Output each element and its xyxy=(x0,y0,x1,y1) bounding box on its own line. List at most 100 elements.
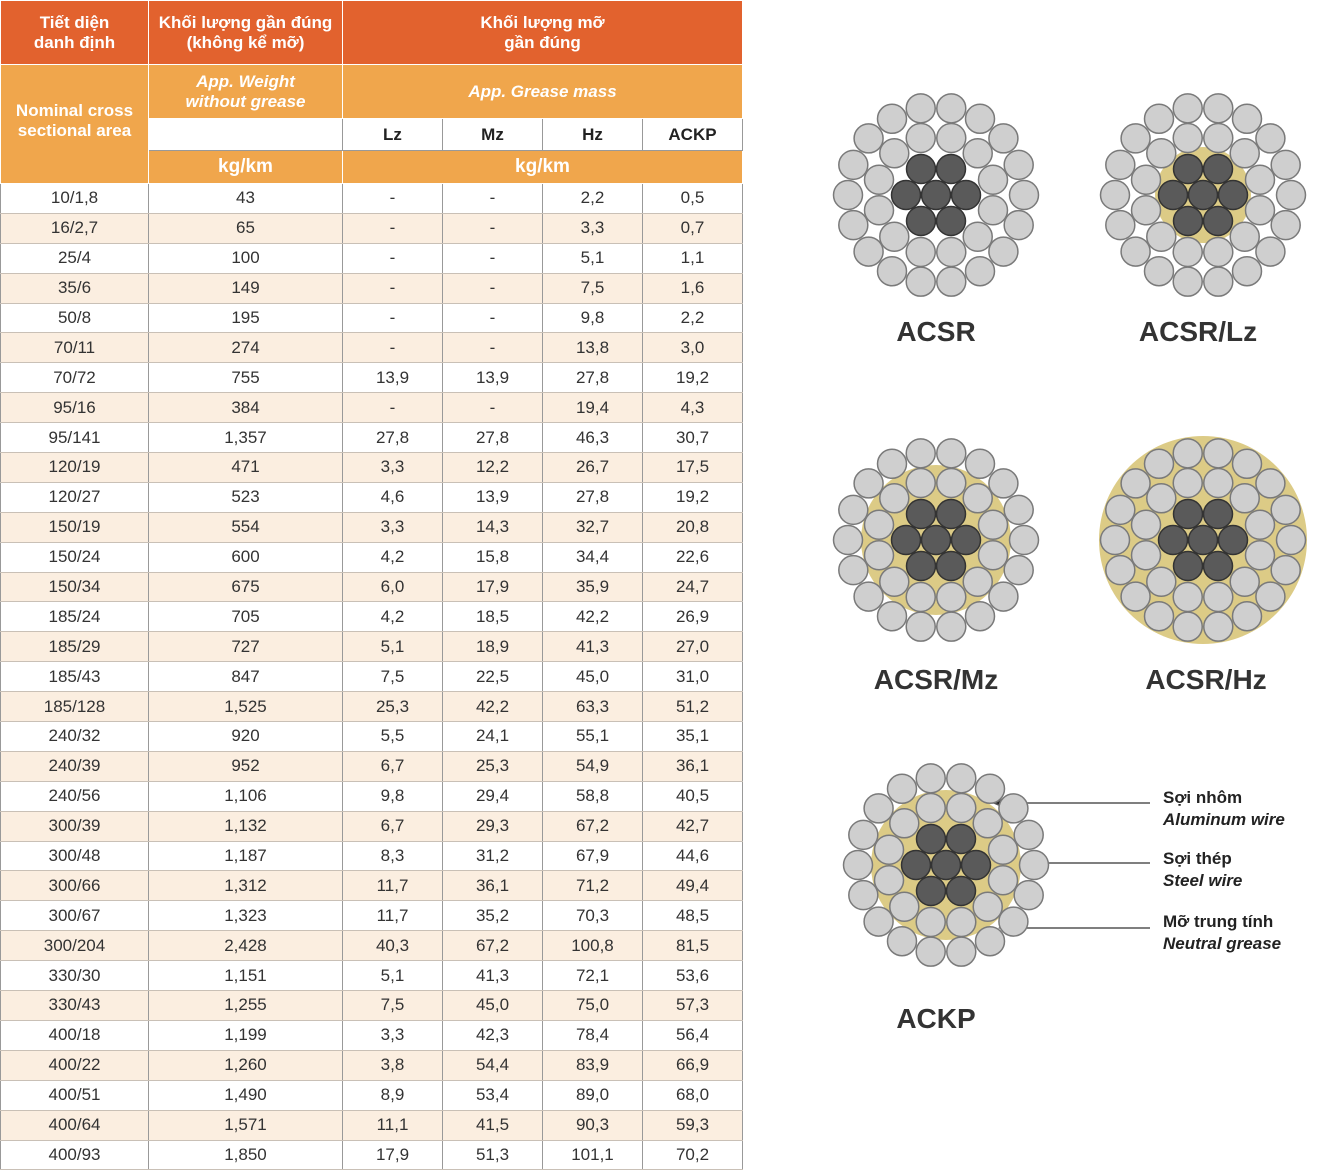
header-text: sectional area xyxy=(17,121,132,140)
aluminum-wire xyxy=(879,138,910,169)
header-text: Khối lượng gần đúng xyxy=(158,12,333,32)
table-cell: 70,3 xyxy=(542,900,643,932)
aluminum-wire xyxy=(936,266,967,297)
steel-wire xyxy=(960,849,992,881)
table-cell: 27,0 xyxy=(642,631,743,663)
aluminum-wire xyxy=(863,164,895,195)
table-cell: 2,2 xyxy=(642,302,743,334)
header-text: Nominal cross xyxy=(15,101,134,120)
table-cell: 1,490 xyxy=(148,1079,343,1111)
table-cell: 240/32 xyxy=(0,721,149,752)
table-cell: 6,7 xyxy=(342,810,443,842)
table-cell: 920 xyxy=(148,721,343,752)
aluminum-wire xyxy=(863,793,894,824)
table-row: 50/8 195- -9,8 2,2 xyxy=(0,302,743,334)
aluminum-wire xyxy=(1231,600,1263,632)
aluminum-wire xyxy=(988,468,1019,499)
table-cell: 35,9 xyxy=(542,571,643,603)
table-row: 185/24 705 4,2 18,5 42,2 26,9 xyxy=(0,601,743,633)
aluminum-wire xyxy=(1130,540,1162,571)
annotation: Mỡ trung tính xyxy=(1163,912,1273,931)
table-cell: 57,3 xyxy=(642,990,743,1021)
aluminum-wire xyxy=(964,255,996,287)
table-cell: 100,8 xyxy=(542,930,643,962)
steel-wire xyxy=(1172,550,1204,582)
steel-wire xyxy=(950,179,982,211)
table-cell: 185/43 xyxy=(0,661,149,693)
table-cell: 17,5 xyxy=(642,452,743,483)
table-cell: 27,8 xyxy=(342,422,443,454)
table-cell: 274 xyxy=(148,332,343,364)
aluminum-wire xyxy=(1244,509,1276,540)
table-row: 25/4 100- -5,1 1,1 xyxy=(0,242,743,274)
table-cell: 4,2 xyxy=(342,601,443,633)
table-cell: - xyxy=(342,332,443,364)
annotation: Neutral grease xyxy=(1163,934,1281,953)
table-cell: 35,1 xyxy=(642,721,743,752)
aluminum-wire xyxy=(1172,611,1203,642)
table-row: 400/93 1,850 17,9 51,3 101,1 70,2 xyxy=(0,1139,743,1171)
table-cell: 25/4 xyxy=(0,242,149,274)
aluminum-wire xyxy=(1172,93,1203,124)
table-cell: 32,7 xyxy=(542,511,643,543)
table-row: 150/34 675 6,0 17,9 35,9 24,7 xyxy=(0,571,743,603)
table-cell: 1,323 xyxy=(148,900,343,932)
header-cell: Mz xyxy=(442,118,543,151)
aluminum-wire xyxy=(863,195,895,226)
table-cell: 185/128 xyxy=(0,691,149,723)
header-cell: ACKP xyxy=(642,118,743,151)
aluminum-wire xyxy=(946,763,977,794)
aluminum-wire xyxy=(1270,554,1301,586)
table-row: 185/128 1,525 25,3 42,2 63,3 51,2 xyxy=(0,691,743,723)
table-cell: 1,151 xyxy=(148,960,343,992)
aluminum-wire xyxy=(1018,849,1050,881)
table-cell: 67,2 xyxy=(542,810,643,842)
aluminum-wire xyxy=(876,103,908,135)
table-cell: - xyxy=(442,332,543,364)
table-cell: 45,0 xyxy=(542,661,643,693)
steel-wire xyxy=(945,875,977,907)
aluminum-wire xyxy=(1130,195,1162,226)
table-cell: 36,1 xyxy=(642,750,743,782)
table-cell: 6,7 xyxy=(342,750,443,782)
table-row: 185/29 727 5,1 18,9 41,3 27,0 xyxy=(0,631,743,663)
aluminum-wire xyxy=(974,773,1006,805)
table-cell: 72,1 xyxy=(542,960,643,992)
table-cell: - xyxy=(442,183,543,214)
aluminum-wire xyxy=(1203,122,1234,154)
table-cell: 400/64 xyxy=(0,1109,149,1141)
table-cell: 705 xyxy=(148,601,343,633)
header-cell: kg/km xyxy=(342,150,743,184)
table-cell: 185/29 xyxy=(0,631,149,663)
table-cell: 95/16 xyxy=(0,392,149,424)
steel-wire xyxy=(900,849,932,881)
table-cell: 29,3 xyxy=(442,810,543,842)
table-cell: 70/11 xyxy=(0,332,149,364)
table-row: 300/67 1,323 11,7 35,2 70,3 48,5 xyxy=(0,900,743,932)
aluminum-wire xyxy=(915,792,946,824)
table-cell: 100 xyxy=(148,242,343,274)
aluminum-wire xyxy=(1172,467,1203,499)
table-cell: 27,8 xyxy=(542,362,643,394)
table-cell: 51,3 xyxy=(442,1139,543,1171)
header-cell: Nominal cross sectional area xyxy=(0,64,149,184)
cable-cross-section xyxy=(832,93,1040,297)
aluminum-wire xyxy=(876,255,908,287)
aluminum-wire xyxy=(936,467,967,499)
header-text: Tiết diện xyxy=(39,12,110,32)
header-text: Khối lượng mỡ xyxy=(480,12,605,32)
aluminum-wire xyxy=(962,566,993,597)
table-cell: 31,2 xyxy=(442,840,543,872)
table-cell: 50/8 xyxy=(0,302,149,334)
steel-wire xyxy=(1202,550,1234,582)
aluminum-wire xyxy=(974,925,1006,957)
table-row: 120/19 471 3,3 12,2 26,7 17,5 xyxy=(0,452,743,483)
table-cell: 95/141 xyxy=(0,422,149,454)
table-cell: 54,9 xyxy=(542,750,643,782)
table-cell: - xyxy=(442,392,543,424)
table-cell: 1,260 xyxy=(148,1049,343,1081)
table-cell: 35,2 xyxy=(442,900,543,932)
aluminum-wire xyxy=(853,123,884,154)
table-cell: - xyxy=(342,302,443,334)
table-cell: 11,7 xyxy=(342,870,443,902)
